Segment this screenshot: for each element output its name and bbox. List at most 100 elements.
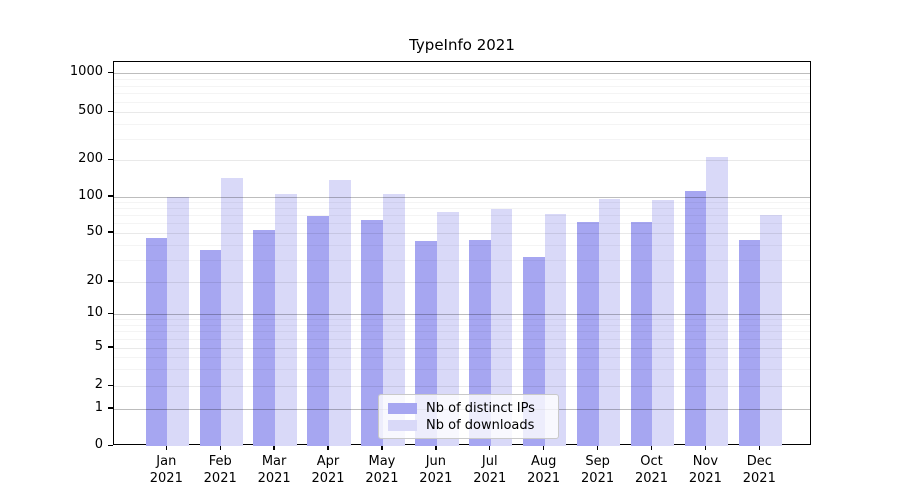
y-tick-mark (108, 384, 113, 386)
gridline (114, 160, 810, 161)
x-tick-label: Nov 2021 (688, 454, 722, 486)
bar-downloads (382, 194, 405, 446)
bar-distinct-ips (576, 222, 599, 446)
x-tick-mark (704, 445, 707, 450)
gridline (114, 260, 810, 262)
gridline (114, 112, 810, 113)
y-tick-label: 50 (86, 223, 103, 239)
y-tick-label: 1000 (69, 64, 103, 79)
bar-distinct-ips (684, 190, 707, 446)
x-tick-label: Oct 2021 (634, 454, 669, 486)
gridline (114, 232, 810, 234)
gridline (114, 73, 810, 74)
x-tick-mark (381, 445, 383, 450)
x-tick-mark (596, 445, 599, 450)
bar-distinct-ips (361, 219, 383, 446)
gridline (114, 357, 810, 359)
gridline (114, 85, 810, 87)
gridline (114, 338, 810, 340)
x-tick-label: Aug 2021 (527, 454, 561, 486)
gridline (114, 319, 810, 321)
gridline (114, 138, 810, 140)
y-tick-label: 500 (78, 103, 103, 118)
gridline (114, 331, 810, 333)
y-tick-mark (108, 407, 113, 409)
bar-downloads (436, 211, 459, 446)
gridline (114, 93, 810, 95)
y-tick-mark (108, 231, 113, 233)
x-tick-mark (542, 445, 545, 450)
gridline (114, 101, 810, 103)
bar-downloads (544, 213, 567, 446)
x-tick-mark (165, 445, 167, 450)
x-tick-mark (489, 445, 491, 450)
x-tick-label: Apr 2021 (311, 454, 345, 486)
bar-downloads (275, 194, 297, 446)
x-tick-mark (435, 445, 437, 450)
y-tick-mark (108, 158, 113, 160)
y-tick-label: 10 (86, 305, 103, 321)
x-tick-label: Jan 2021 (149, 454, 183, 486)
gridline (114, 123, 810, 125)
gridline (114, 386, 810, 387)
y-tick-mark (108, 444, 113, 446)
y-tick-mark (108, 71, 113, 73)
x-tick-mark (273, 445, 275, 450)
legend-label-distinct-ips: Nb of distinct IPs (426, 401, 535, 416)
gridline (114, 369, 810, 371)
gridline (114, 202, 810, 204)
y-tick-mark (108, 195, 113, 197)
bar-downloads (706, 157, 729, 446)
x-tick-mark (650, 445, 653, 450)
bar-distinct-ips (253, 229, 276, 446)
bar-downloads (221, 178, 243, 446)
bar-distinct-ips (738, 239, 761, 446)
legend: Nb of distinct IPs Nb of downloads (378, 394, 559, 439)
bar-downloads (652, 200, 675, 446)
x-tick-mark (758, 445, 760, 450)
gridline (114, 223, 810, 225)
gridline (114, 244, 810, 246)
y-tick-mark (108, 346, 113, 348)
legend-item-distinct-ips: Nb of distinct IPs (388, 401, 549, 416)
y-tick-mark (108, 280, 113, 282)
bar-downloads (167, 196, 189, 446)
gridline (114, 325, 810, 327)
legend-swatch-downloads-icon (388, 420, 417, 431)
x-tick-label: Sep 2021 (581, 454, 615, 486)
x-tick-mark (219, 445, 221, 450)
gridline (114, 208, 810, 210)
bar-distinct-ips (307, 215, 330, 446)
x-tick-label: Dec 2021 (742, 454, 776, 486)
gridline (114, 196, 810, 198)
x-tick-label: Jun 2021 (419, 454, 453, 486)
y-tick-label: 5 (94, 338, 103, 354)
x-tick-label: May 2021 (365, 454, 399, 486)
gridline (114, 215, 810, 217)
y-tick-label: 1 (94, 399, 103, 415)
bar-downloads (760, 215, 782, 446)
legend-item-downloads: Nb of downloads (388, 418, 549, 433)
bar-distinct-ips (199, 250, 222, 446)
bar-distinct-ips (145, 238, 168, 446)
y-tick-mark (108, 110, 113, 112)
bar-distinct-ips (630, 222, 653, 446)
y-tick-label: 2 (94, 377, 103, 392)
y-tick-label: 100 (78, 187, 103, 203)
x-tick-label: Mar 2021 (257, 454, 291, 486)
chart-title: TypeInfo 2021 (409, 36, 515, 54)
plot-area: Nb of distinct IPs Nb of downloads (113, 61, 811, 446)
y-tick-label: 200 (78, 151, 103, 166)
legend-swatch-distinct-ips-icon (388, 403, 417, 414)
gridline (114, 347, 810, 349)
bar-downloads (329, 179, 351, 446)
gridline (114, 314, 810, 316)
y-tick-label: 0 (94, 437, 103, 452)
y-tick-mark (108, 312, 113, 315)
bar-downloads (598, 199, 621, 446)
x-tick-label: Feb 2021 (203, 454, 237, 486)
legend-label-downloads: Nb of downloads (426, 418, 535, 433)
x-tick-label: Jul 2021 (473, 454, 507, 486)
gridline (114, 78, 810, 80)
